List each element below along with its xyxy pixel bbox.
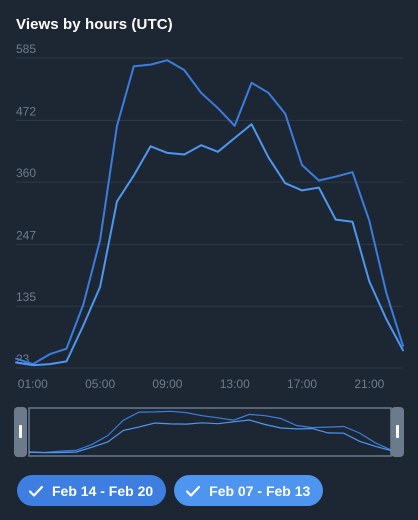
y-tick-label: 135	[16, 290, 36, 304]
x-tick-label: 05:00	[85, 377, 115, 391]
x-tick-label: 21:00	[354, 377, 384, 391]
x-tick-label: 13:00	[220, 377, 250, 391]
y-tick-label: 472	[16, 104, 36, 118]
x-tick-label: 09:00	[152, 377, 182, 391]
navigator-handle-left[interactable]	[14, 407, 27, 457]
check-icon	[186, 485, 201, 497]
series-line-2	[15, 123, 404, 367]
legend: Feb 14 - Feb 20 Feb 07 - Feb 13	[17, 475, 324, 506]
y-tick-label: 585	[16, 42, 36, 56]
y-tick-label: 247	[16, 228, 36, 242]
legend-toggle-series-1[interactable]: Feb 14 - Feb 20	[17, 475, 167, 506]
navigator-line-1	[28, 410, 392, 454]
navigator-line-2	[28, 419, 392, 454]
legend-toggle-series-2[interactable]: Feb 07 - Feb 13	[174, 475, 324, 506]
navigator-handle-right[interactable]	[391, 407, 404, 457]
legend-label-series-2: Feb 07 - Feb 13	[209, 482, 311, 499]
legend-label-series-1: Feb 14 - Feb 20	[52, 482, 154, 499]
chart-title: Views by hours (UTC)	[16, 16, 173, 33]
range-navigator	[14, 407, 404, 457]
series-line-1	[15, 59, 404, 366]
navigator-frame	[28, 407, 392, 457]
x-axis-tick-labels: 01:00 05:00 09:00 13:00 17:00 21:00	[18, 377, 385, 391]
check-icon	[28, 485, 44, 497]
x-tick-label: 01:00	[18, 377, 48, 391]
series-lines	[15, 59, 404, 367]
grid-lines	[16, 57, 403, 369]
y-tick-label: 360	[16, 166, 36, 180]
x-tick-label: 17:00	[287, 377, 317, 391]
